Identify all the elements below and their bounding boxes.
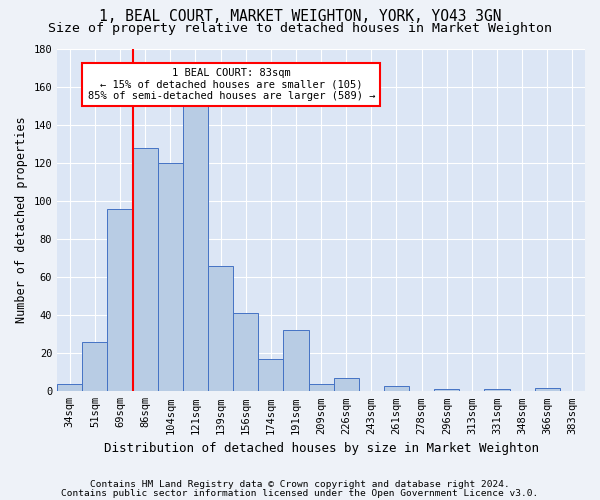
Bar (57, 384, 82, 392)
Bar (434, 390, 460, 392)
Bar (484, 390, 509, 392)
Bar (208, 266, 233, 392)
Text: Contains public sector information licensed under the Open Government Licence v3: Contains public sector information licen… (61, 489, 539, 498)
Bar (384, 386, 409, 392)
Bar (133, 148, 158, 392)
X-axis label: Distribution of detached houses by size in Market Weighton: Distribution of detached houses by size … (104, 442, 539, 455)
Bar (107, 208, 133, 392)
Text: Size of property relative to detached houses in Market Weighton: Size of property relative to detached ho… (48, 22, 552, 35)
Bar (183, 104, 208, 392)
Bar (283, 330, 308, 392)
Bar (308, 384, 334, 392)
Text: 1 BEAL COURT: 83sqm
← 15% of detached houses are smaller (105)
85% of semi-detac: 1 BEAL COURT: 83sqm ← 15% of detached ho… (88, 68, 375, 101)
Bar (158, 163, 183, 392)
Bar (82, 342, 107, 392)
Bar (258, 359, 283, 392)
Text: Contains HM Land Registry data © Crown copyright and database right 2024.: Contains HM Land Registry data © Crown c… (90, 480, 510, 489)
Bar (233, 314, 258, 392)
Bar (334, 378, 359, 392)
Y-axis label: Number of detached properties: Number of detached properties (15, 117, 28, 324)
Text: 1, BEAL COURT, MARKET WEIGHTON, YORK, YO43 3GN: 1, BEAL COURT, MARKET WEIGHTON, YORK, YO… (99, 9, 501, 24)
Bar (535, 388, 560, 392)
